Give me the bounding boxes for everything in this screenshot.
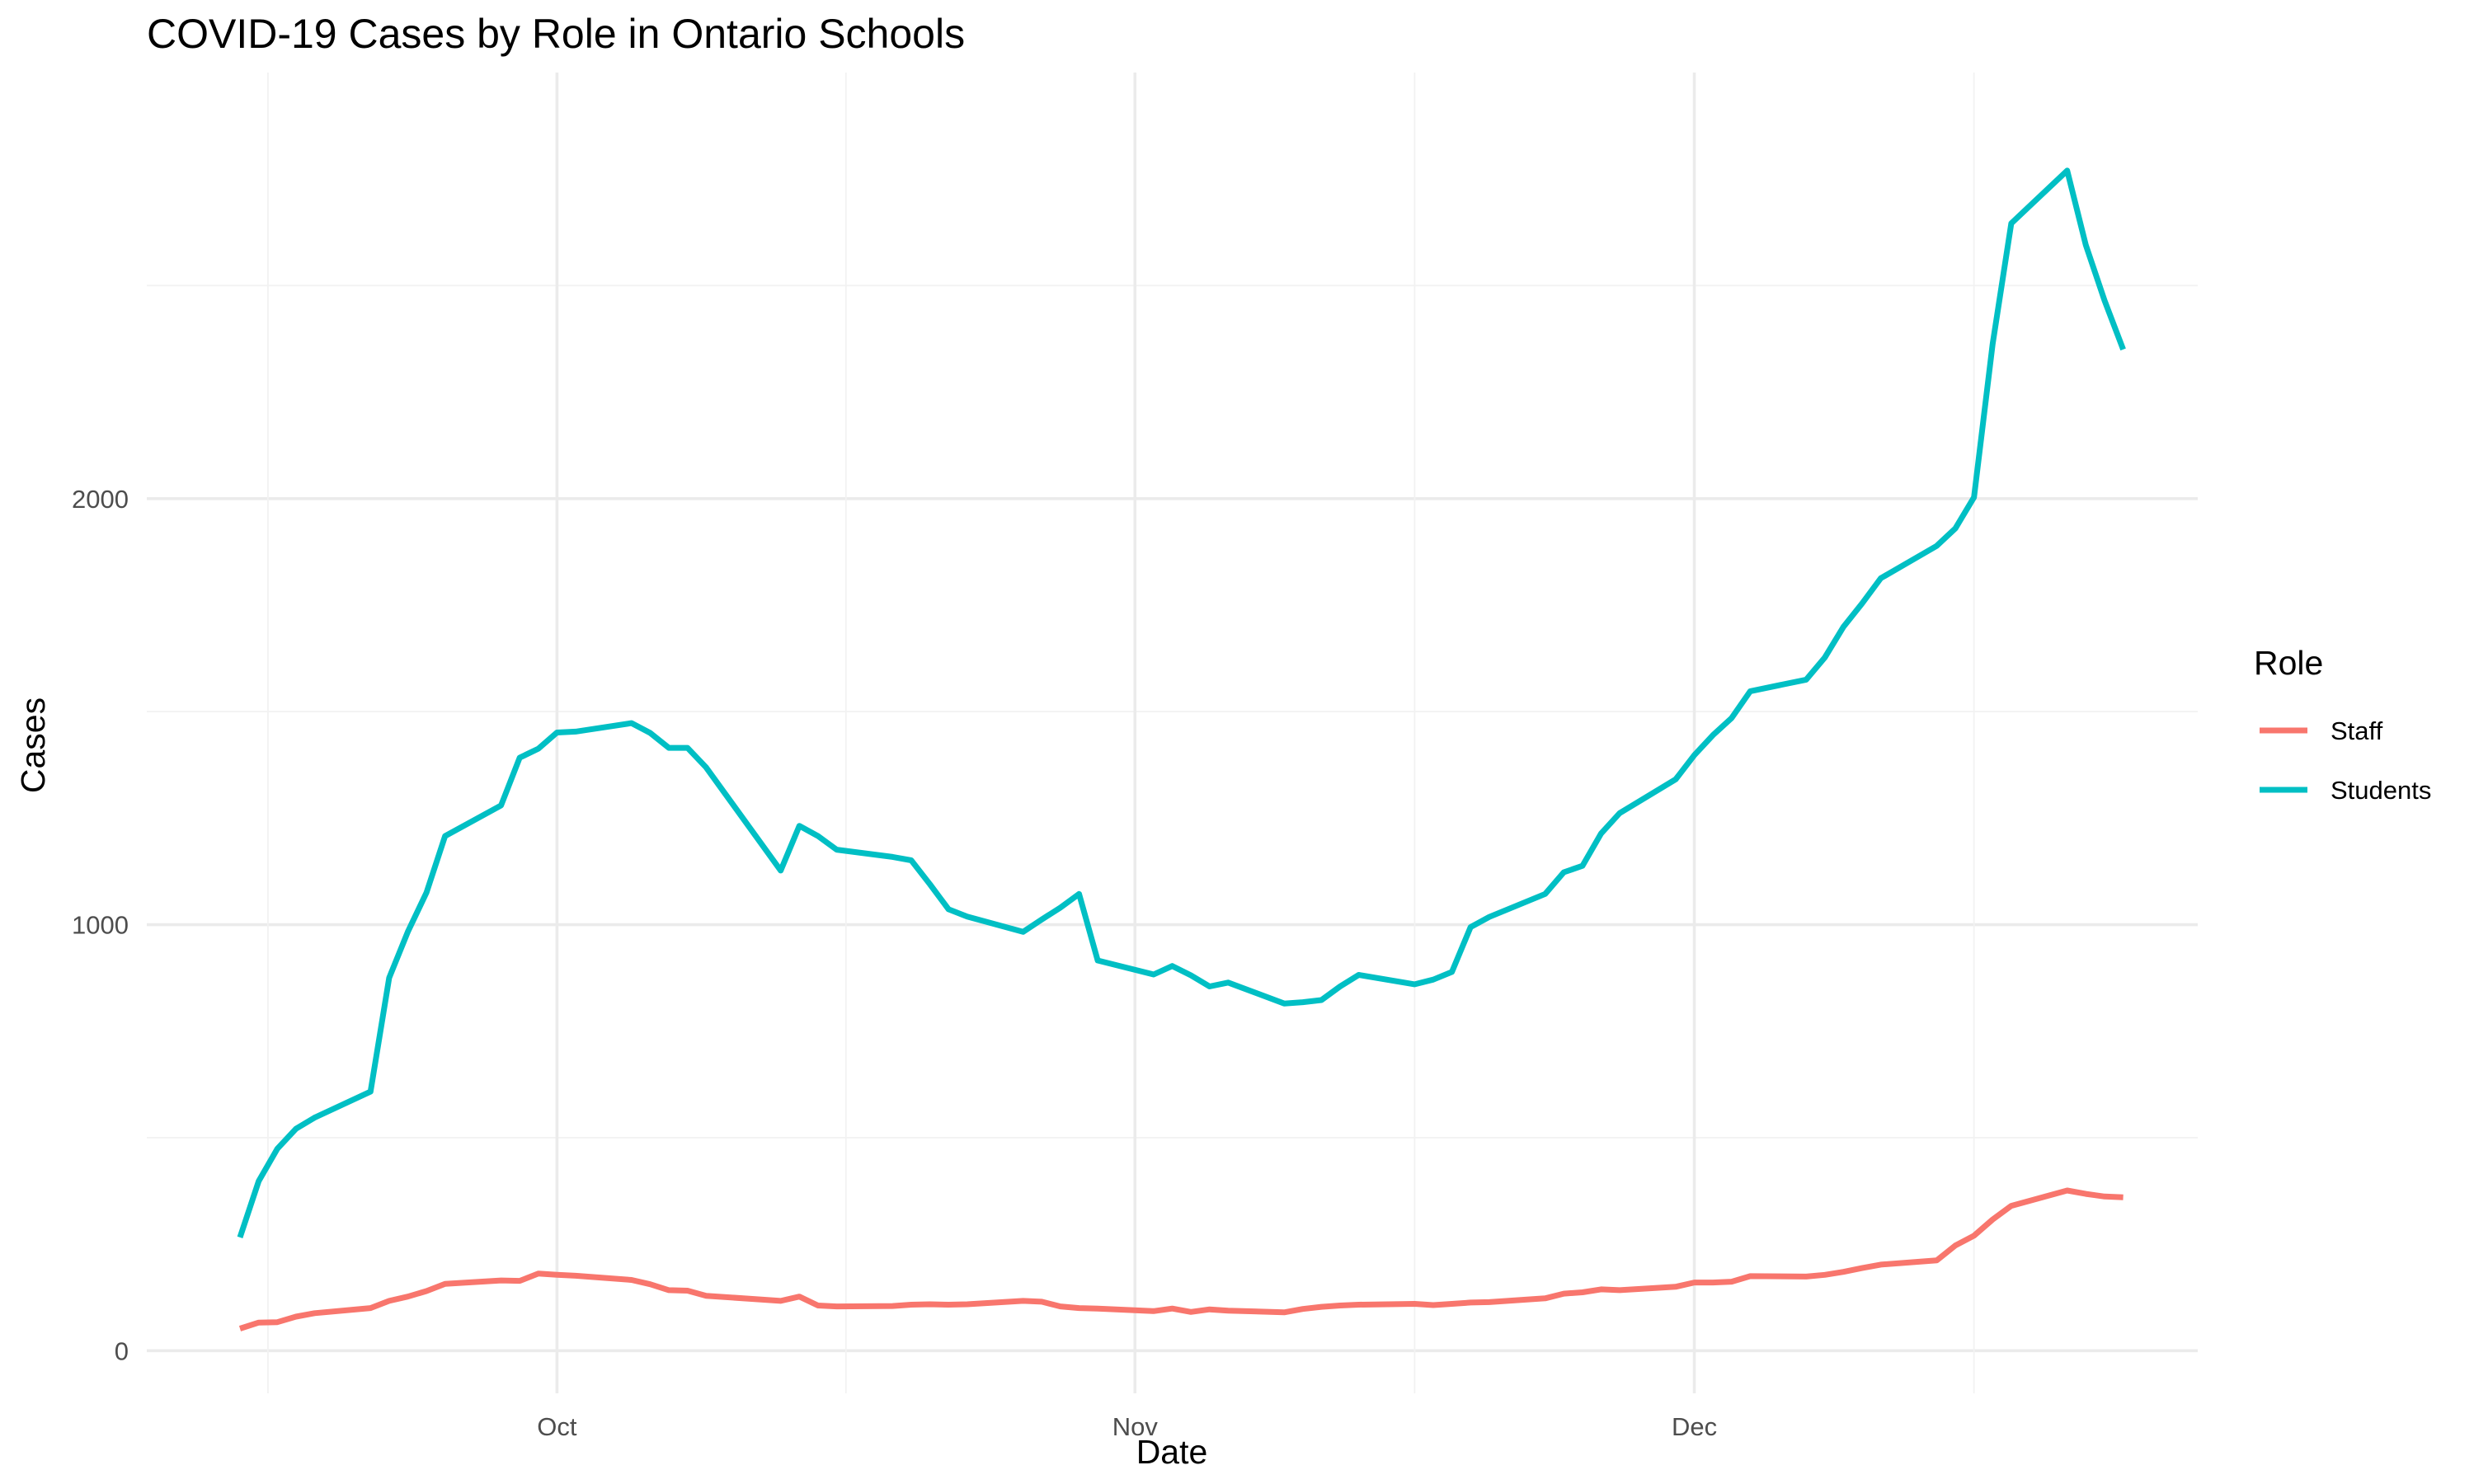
chart-title: COVID-19 Cases by Role in Ontario School… <box>147 11 965 57</box>
x-tick-label: Nov <box>1112 1412 1159 1441</box>
legend: Role Staff Students <box>2254 644 2431 805</box>
y-axis-tick-labels: 0 1000 2000 <box>72 485 129 1366</box>
x-axis-tick-labels: Oct Nov Dec <box>537 1412 1717 1441</box>
legend-label-students: Students <box>2331 776 2431 805</box>
series-lines <box>237 167 2126 1331</box>
grid-lines <box>147 73 2198 1393</box>
y-tick-label: 1000 <box>72 911 129 940</box>
y-tick-label: 0 <box>115 1336 129 1365</box>
y-axis-title: Cases <box>14 697 52 793</box>
x-tick-label: Dec <box>1672 1412 1717 1441</box>
y-tick-label: 2000 <box>72 485 129 514</box>
x-axis-title: Date <box>1136 1433 1208 1471</box>
legend-items: Staff Students <box>2260 716 2431 805</box>
legend-label-staff: Staff <box>2331 716 2383 745</box>
legend-title: Role <box>2254 644 2323 682</box>
x-tick-label: Oct <box>537 1412 577 1441</box>
series-line-staff <box>238 1187 2124 1331</box>
series-line-students <box>237 167 2126 1239</box>
